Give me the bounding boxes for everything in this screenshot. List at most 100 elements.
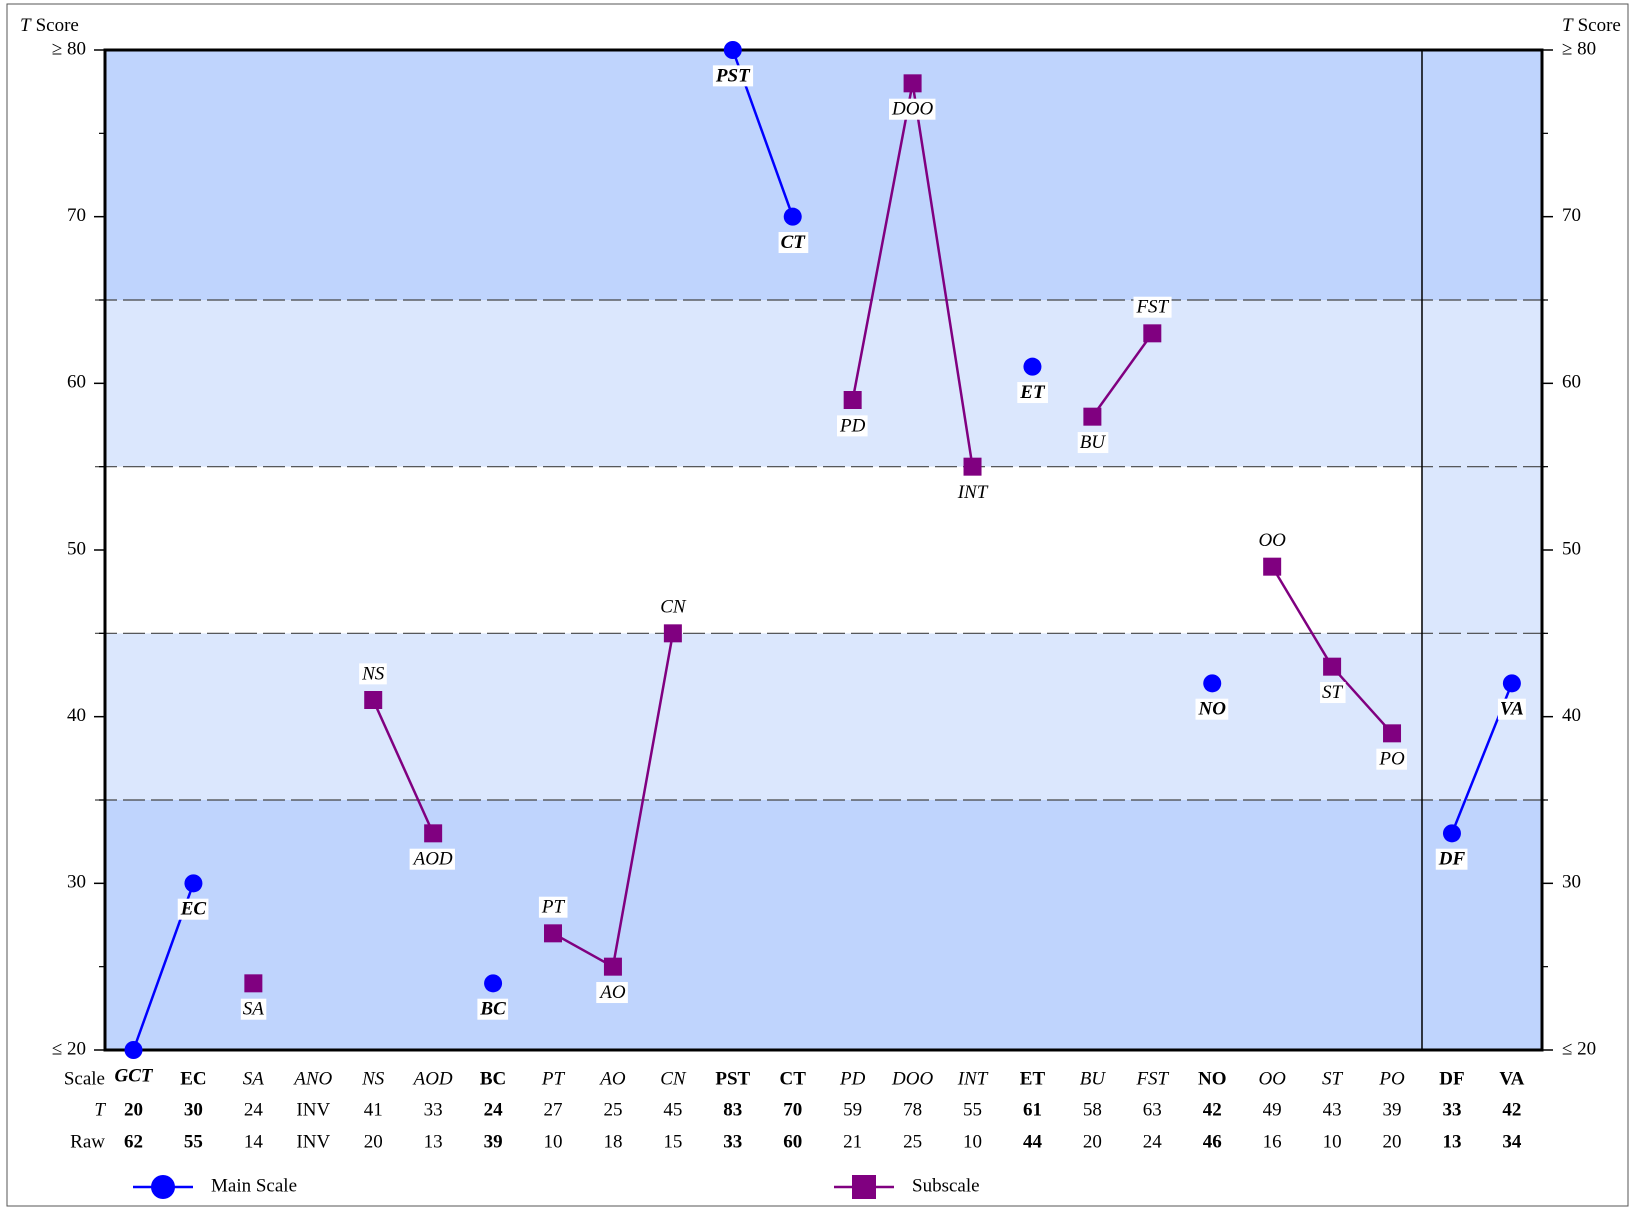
main-point <box>1203 674 1222 693</box>
sub-point <box>843 391 862 409</box>
y2-tick-label: 50 <box>1562 538 1581 559</box>
main-point <box>723 41 742 59</box>
y2-axis-title: T Score <box>1562 15 1621 36</box>
label-bg <box>1256 530 1289 552</box>
label-bg <box>1133 296 1172 318</box>
point-label: NO <box>1198 699 1227 720</box>
scale-label: DOO <box>891 1068 933 1089</box>
raw-score: 44 <box>1023 1131 1043 1152</box>
scale-label: BC <box>480 1068 506 1089</box>
point-label: CN <box>660 597 687 618</box>
t-score: 39 <box>1383 1099 1402 1120</box>
main-point <box>124 1041 143 1059</box>
scale-label: OO <box>1258 1068 1286 1089</box>
y-tick-label: 50 <box>67 538 86 559</box>
label-bg <box>177 898 209 920</box>
t-score: 61 <box>1023 1099 1042 1120</box>
label-bg <box>1320 682 1346 704</box>
sub-point <box>903 74 922 93</box>
y-tick-label: 60 <box>67 372 86 393</box>
scale-label: PT <box>541 1068 566 1089</box>
sub-point <box>1383 724 1402 743</box>
scale-label: ET <box>1020 1068 1046 1089</box>
t-score: 45 <box>663 1099 682 1120</box>
legend-label: Subscale <box>912 1175 980 1196</box>
label-bg <box>954 482 991 504</box>
raw-score: 10 <box>544 1131 563 1152</box>
raw-score: 25 <box>903 1131 922 1152</box>
point-label: DF <box>1438 849 1466 870</box>
label-bg <box>1077 432 1109 454</box>
point-label: VA <box>1500 699 1524 720</box>
series-line <box>1091 332 1154 418</box>
legend-label: Main Scale <box>211 1175 297 1196</box>
sub-point <box>244 974 263 993</box>
legend-marker <box>852 1175 876 1199</box>
raw-score: 10 <box>963 1131 982 1152</box>
row-label: Scale <box>64 1068 105 1089</box>
scale-label: ANO <box>292 1068 332 1089</box>
scale-label: FST <box>1135 1068 1169 1089</box>
sub-point <box>364 691 383 709</box>
main-point <box>783 207 802 226</box>
t-score: 43 <box>1323 1099 1342 1120</box>
point-label: GCT <box>115 1065 154 1086</box>
point-label: PT <box>541 897 566 918</box>
main-point <box>1442 824 1461 843</box>
point-label: DOO <box>891 99 933 120</box>
y2-title-var: T <box>1562 15 1574 36</box>
raw-score: 24 <box>1143 1131 1163 1152</box>
t-score: 20 <box>124 1099 143 1120</box>
scale-label: NS <box>361 1068 385 1089</box>
label-bg <box>1376 748 1407 770</box>
band <box>1421 300 1542 800</box>
point-label: SA <box>243 999 265 1020</box>
t-score: 59 <box>843 1099 862 1120</box>
y2-tick-label: 30 <box>1562 872 1581 893</box>
raw-score: 34 <box>1502 1131 1522 1152</box>
band <box>105 466 1422 634</box>
scale-label: BU <box>1080 1068 1107 1089</box>
label-bg <box>240 998 267 1020</box>
row-label: Raw <box>70 1131 105 1152</box>
sub-point <box>424 824 443 843</box>
label-bg <box>1497 698 1526 720</box>
t-score: 55 <box>963 1099 982 1120</box>
y2-tick-label: 40 <box>1562 705 1581 726</box>
label-bg <box>778 232 809 254</box>
y2-tick-label: 60 <box>1562 372 1581 393</box>
point-label: AOD <box>412 849 453 870</box>
raw-score: 20 <box>1083 1131 1102 1152</box>
label-bg <box>477 998 509 1020</box>
band <box>1421 800 1542 1050</box>
scale-label: SA <box>243 1068 265 1089</box>
scale-label: PD <box>839 1068 866 1089</box>
raw-score: 13 <box>1442 1131 1461 1152</box>
point-label: ET <box>1019 382 1046 403</box>
t-score: 42 <box>1502 1099 1521 1120</box>
point-label: BC <box>479 999 506 1020</box>
raw-score: 20 <box>1383 1131 1402 1152</box>
main-point <box>184 874 203 893</box>
point-label: PD <box>839 415 866 436</box>
scale-label: CN <box>660 1068 687 1089</box>
main-point <box>484 974 503 993</box>
label-bg <box>359 663 387 685</box>
raw-score: 55 <box>184 1131 203 1152</box>
scale-label: PO <box>1378 1068 1405 1089</box>
band <box>105 300 1422 467</box>
label-bg <box>1017 382 1048 404</box>
sub-point <box>1263 557 1282 576</box>
band <box>105 800 1422 1050</box>
band <box>1421 50 1542 300</box>
scale-label: INT <box>957 1068 989 1089</box>
t-score: 25 <box>603 1099 622 1120</box>
raw-score: 20 <box>364 1131 383 1152</box>
raw-score: 16 <box>1263 1131 1282 1152</box>
raw-score: 10 <box>1323 1131 1342 1152</box>
t-score: 24 <box>484 1099 504 1120</box>
point-label: AO <box>598 982 626 1003</box>
scale-label: EC <box>180 1068 206 1089</box>
